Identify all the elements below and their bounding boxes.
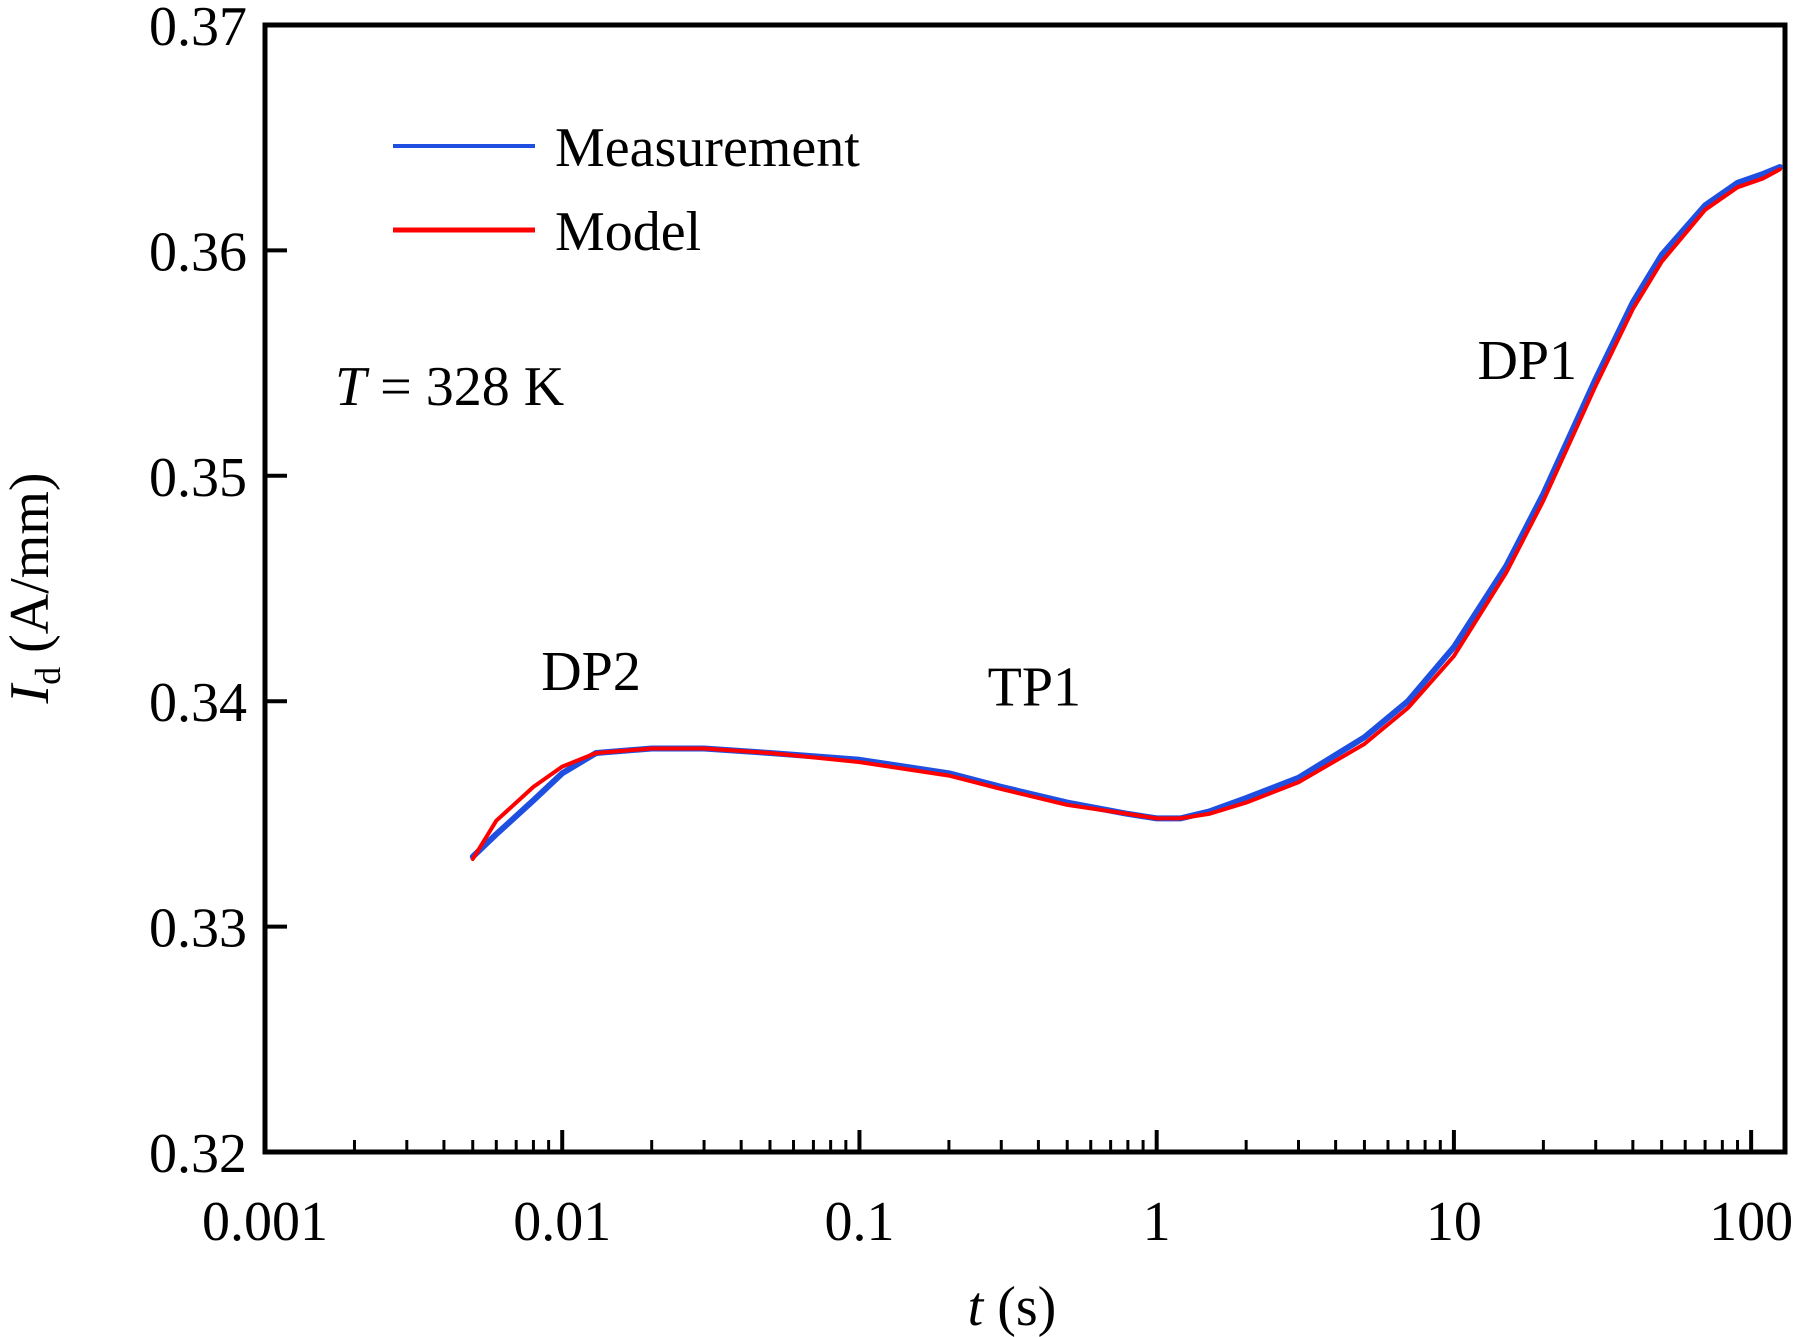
y-tick-label: 0.37 — [149, 0, 247, 58]
x-tick-label: 100 — [1709, 1191, 1793, 1253]
series-line-model — [470, 167, 1782, 861]
annotations-layer: DP2 TP1 DP1 — [541, 330, 1577, 719]
x-axis-var: t — [968, 1276, 985, 1337]
x-axis-space — [983, 1276, 997, 1337]
ticks-layer: 0.001 0.01 0.1 1 10 100 0.32 0.33 0.34 0.35 0.36 0.… — [149, 0, 1793, 1253]
annotation-dp1: DP1 — [1477, 330, 1577, 392]
x-axis-unit: (s) — [997, 1276, 1056, 1337]
x-tick-label: 10 — [1426, 1191, 1482, 1253]
y-axis-var: I — [0, 683, 61, 705]
legend-label-measurement: Measurement — [555, 117, 860, 179]
legend-label-model: Model — [555, 201, 701, 263]
x-axis-title: t (s) — [968, 1276, 1057, 1337]
temperature-value: = 328 K — [366, 356, 564, 418]
x-tick-label: 1 — [1143, 1191, 1171, 1253]
y-axis-unit: (A/mm) — [0, 472, 61, 652]
y-tick-label: 0.32 — [149, 1123, 247, 1185]
series-layer — [469, 164, 1783, 861]
temperature-var: T — [335, 356, 370, 418]
legend: Measurement Model — [393, 117, 860, 263]
y-tick-label: 0.35 — [149, 447, 247, 509]
y-axis-title: Id (A/mm) — [0, 472, 68, 704]
annotation-tp1: TP1 — [988, 657, 1081, 719]
x-tick-label: 0.01 — [513, 1191, 611, 1253]
x-tick-label: 0.001 — [202, 1191, 328, 1253]
y-axis-space — [0, 653, 61, 667]
x-tick-label: 0.1 — [824, 1191, 894, 1253]
y-tick-label: 0.34 — [149, 672, 247, 734]
y-axis-sub: d — [28, 667, 68, 685]
temperature-label: T = 328 K — [335, 356, 564, 418]
plot-frame — [262, 22, 1788, 1155]
y-tick-label: 0.36 — [149, 221, 247, 283]
annotation-dp2: DP2 — [541, 641, 641, 703]
y-tick-label: 0.33 — [149, 898, 247, 960]
